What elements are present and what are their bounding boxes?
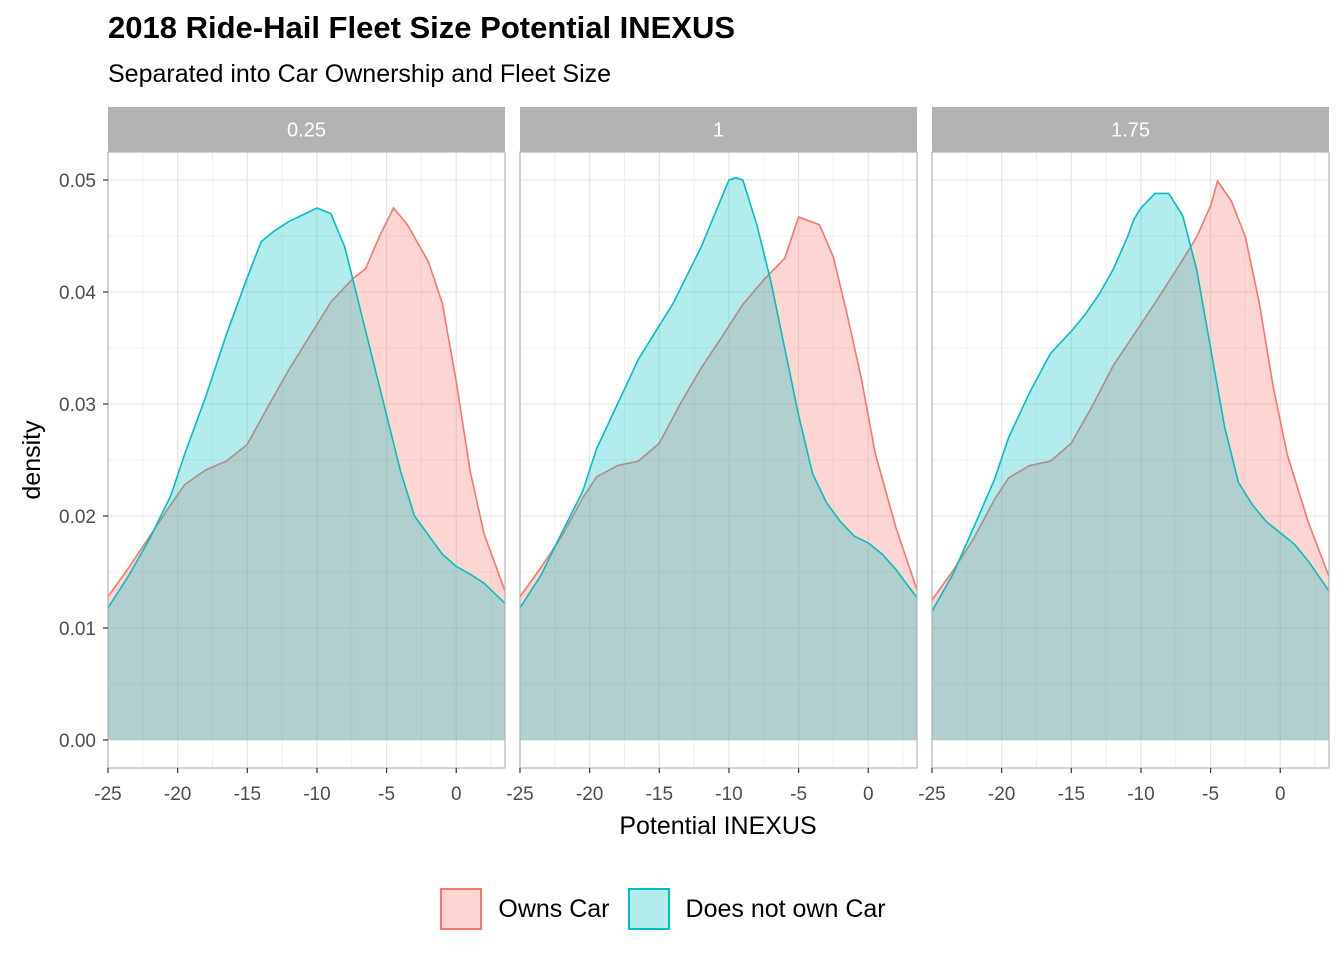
facet-strip [108, 107, 505, 152]
x-tick-label: -25 [94, 784, 121, 805]
density-line-0 [519, 215, 918, 598]
density-line-0 [107, 206, 506, 598]
y-tick-label: 0.04 [59, 283, 96, 304]
y-tick-label: 0.03 [59, 395, 96, 416]
density-area-1 [108, 208, 505, 740]
x-tick-label: -20 [576, 784, 603, 805]
y-tick-label: 0.05 [59, 171, 96, 192]
density-area-1 [932, 193, 1329, 740]
x-tick-label: -10 [303, 784, 330, 805]
x-tick-label: -10 [1127, 784, 1154, 805]
facet-strip-label: 1.75 [1111, 120, 1150, 142]
chart-title: 2018 Ride-Hail Fleet Size Potential INEX… [108, 10, 736, 45]
density-line-1 [107, 207, 506, 609]
x-tick-label: -5 [1202, 784, 1219, 805]
x-tick-label: -20 [164, 784, 191, 805]
facet-panel-0: 0.25 -25 -20 -15 -10 -5 0 0.00 0.01 0.02 0.03 0.04 0… [59, 107, 506, 805]
y-axis-title: density [18, 420, 46, 500]
density-area-0 [932, 181, 1329, 740]
panel-border [107, 151, 506, 769]
x-tick-label: -15 [646, 784, 673, 805]
density-line-1 [519, 176, 918, 609]
density-area-0 [108, 208, 505, 740]
x-tick-label: 0 [863, 784, 874, 805]
facet-strip [932, 107, 1329, 152]
x-tick-label: 0 [1275, 784, 1286, 805]
y-tick-label: 0.00 [59, 731, 96, 752]
density-line-1 [931, 192, 1330, 612]
legend-label-does-not-own-car: Does not own Car [685, 894, 886, 923]
panel-border [931, 151, 1330, 769]
x-tick-label: -15 [234, 784, 261, 805]
x-tick-label: -25 [506, 784, 533, 805]
y-tick-label: 0.01 [59, 619, 96, 640]
x-tick-label: -15 [1058, 784, 1085, 805]
legend-key-does-not-own-car [627, 888, 670, 930]
x-tick-label: -25 [918, 784, 945, 805]
facet-strip-label: 0.25 [287, 120, 326, 142]
x-tick-label: -5 [790, 784, 807, 805]
x-tick-label: -5 [378, 784, 395, 805]
x-axis-title: Potential INEXUS [619, 812, 816, 840]
density-area-0 [520, 216, 917, 740]
panel-border [519, 151, 918, 769]
x-tick-label: 0 [451, 784, 462, 805]
density-line-0 [931, 179, 1330, 601]
facet-strip [520, 107, 917, 152]
facet-strip-label: 1 [713, 120, 724, 142]
legend-item-owns-car: Owns Car [440, 888, 627, 930]
facet-panel-2: 1.75 -25 -20 -15 -10 -5 0 [918, 107, 1330, 805]
legend-label-owns-car: Owns Car [498, 894, 610, 923]
x-tick-label: -20 [988, 784, 1015, 805]
legend-item-does-not-own-car: Does not own Car [627, 888, 904, 930]
y-tick-label: 0.02 [59, 507, 96, 528]
chart-subtitle: Separated into Car Ownership and Fleet S… [108, 60, 612, 88]
legend-key-owns-car [440, 888, 483, 930]
x-tick-label: -10 [715, 784, 742, 805]
legend: Owns Car Does not own Car [0, 884, 1344, 934]
density-area-1 [520, 177, 917, 740]
facet-panel-1: 1 -25 -20 -15 -10 -5 0 [506, 107, 918, 805]
